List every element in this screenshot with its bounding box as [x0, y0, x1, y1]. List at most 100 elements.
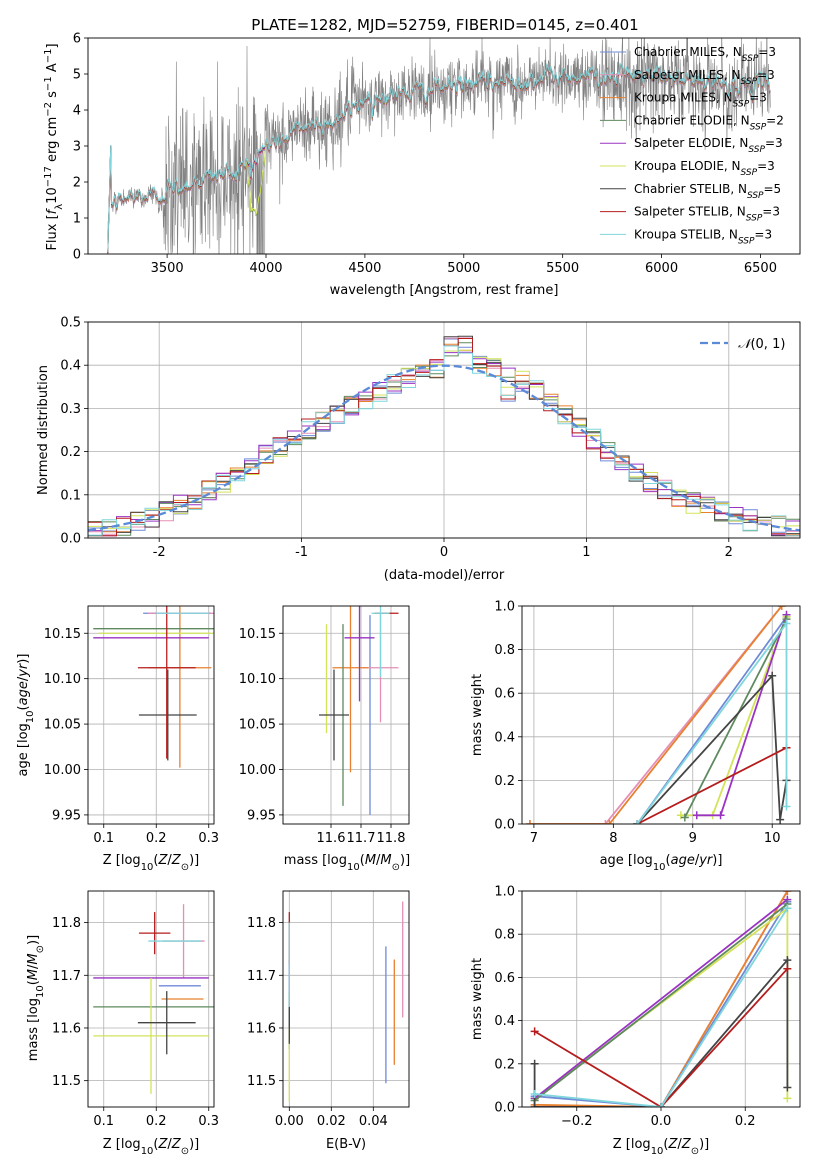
y-tick-label: 0.6 [494, 687, 515, 702]
weight-line-CM [534, 901, 789, 1107]
x-tick-label: 0.02 [317, 1114, 346, 1129]
legend: Chabrier MILES, NSSP=3 Salpeter MILES, NS… [600, 45, 784, 246]
weight-line-SE [534, 898, 788, 1100]
figure-title: PLATE=1282, MJD=52759, FIBERID=0145, z=0… [251, 16, 638, 34]
weight-line-KS [636, 620, 788, 824]
y-tick-label: 11.7 [247, 969, 276, 984]
axes-frame [87, 605, 215, 825]
y-tick-label: 0.0 [494, 818, 515, 833]
y-tick-label: 0.8 [494, 643, 515, 658]
axes-frame [87, 890, 215, 1108]
x-tick-label: 11.6 [317, 831, 346, 846]
x-tick-label: 0.0 [651, 1114, 672, 1129]
legend-label: Chabrier MILES, NSSP=3 [634, 45, 776, 64]
weight-marker-KS [783, 904, 792, 913]
y-tick-label: 0.2 [494, 774, 515, 789]
weight-line-KE [680, 616, 788, 817]
y-axis-label: mass weight [470, 958, 485, 1040]
x-tick-label: 0 [440, 545, 448, 560]
axes-weight_vs_age: 7 8 9 10 0.0 0.2 0.4 0.6 0.8 1.0 age [log10(age/yr… [470, 600, 801, 873]
legend-label: Kroupa ELODIE, NSSP=3 [634, 159, 775, 178]
x-axis-label: E(B-V) [326, 1137, 366, 1152]
y-tick-label: 9.95 [247, 808, 276, 823]
y-tick-label: 11.5 [52, 1074, 81, 1089]
y-tick-label: 3 [73, 140, 81, 155]
weight-marker-SS [530, 1027, 539, 1036]
y-tick-label: 11.6 [52, 1021, 81, 1036]
legend-label: Salpeter ELODIE, NSSP=3 [634, 136, 783, 155]
y-tick-label: 5 [73, 68, 81, 83]
y-tick-label: 0.4 [494, 1014, 515, 1029]
y-tick-label: 0.4 [494, 730, 515, 745]
weight-marker-KS [657, 1103, 665, 1107]
x-tick-label: 0.2 [146, 1114, 167, 1129]
y-tick-label: 0.2 [60, 445, 81, 460]
x-tick-label: 0.04 [359, 1114, 388, 1129]
x-tick-label: 5500 [546, 261, 579, 276]
x-tick-label: 0.2 [146, 831, 167, 846]
weight-line-CE [534, 903, 788, 1102]
y-axis-label: mass weight [470, 674, 485, 756]
x-tick-label: 9 [689, 831, 697, 846]
x-tick-label: −0.2 [561, 1114, 593, 1129]
normal-curve [88, 364, 800, 532]
x-tick-label: 0.00 [275, 1114, 304, 1129]
weight-marker-CS [530, 1059, 539, 1068]
weight-marker-KS [782, 619, 791, 628]
axes-frame [282, 605, 410, 825]
weight-line-SS [534, 968, 789, 1107]
y-tick-label: 10.15 [44, 627, 81, 642]
axes-residuals: -2 -1 0 1 2 0.0 0.1 0.2 0.3 0.4 0.5 𝒩(0, 1) (data-mo… [36, 316, 801, 583]
axes-spectrum: 3500 4000 4500 5000 5500 6000 6500 0 1 2 3 4 5 6 Chabr… [43, 32, 801, 298]
legend-label: Kroupa STELIB, NSSP=3 [634, 227, 772, 246]
errorbars [93, 606, 214, 768]
y-tick-label: 11.7 [52, 969, 81, 984]
axes-frame [282, 890, 410, 1108]
weight-marker-CE [680, 813, 689, 822]
y-tick-label: 1.0 [494, 885, 515, 900]
x-tick-label: 6500 [744, 261, 777, 276]
x-tick-label: 4500 [348, 261, 381, 276]
weight-marker-SE [692, 811, 701, 820]
y-tick-label: 0.0 [60, 532, 81, 547]
model-line-KS [107, 62, 771, 253]
y-tick-label: 0.1 [60, 488, 81, 503]
x-axis-label: age [log10(age/yr)] [600, 853, 723, 873]
axes-age_vs_mass: 11.6 11.7 11.8 9.95 10.00 10.05 10.10 10.15 mass… [239, 605, 410, 873]
x-tick-label: 11.8 [377, 831, 406, 846]
x-tick-label: 5000 [447, 261, 480, 276]
y-tick-label: 10.00 [239, 763, 276, 778]
weight-line-SM [529, 606, 783, 824]
weight-marker-KM [783, 891, 792, 895]
x-tick-label: 8 [609, 831, 617, 846]
axes-frame [521, 890, 801, 1108]
y-axis-label: Normed distribution [36, 365, 51, 495]
axes-age_vs_Z: 0.1 0.2 0.3 9.95 10.00 10.05 10.10 10.15 Z [log1… [16, 605, 219, 873]
axes-frame [521, 605, 801, 825]
weight-marker-KS [782, 802, 791, 811]
y-axis-label: age [log10(age/yr)] [16, 654, 36, 777]
x-tick-label: 2 [725, 545, 733, 560]
y-tick-label: 10.00 [44, 763, 81, 778]
weight-marker-CS [776, 815, 785, 824]
weight-marker-KM [605, 820, 614, 824]
histograms [88, 335, 800, 537]
weight-line-KM [534, 891, 789, 1107]
x-tick-label: 6000 [645, 261, 678, 276]
x-tick-label: 10 [764, 831, 781, 846]
weight-marker-CS [768, 671, 777, 680]
y-tick-label: 10.05 [44, 718, 81, 733]
y-tick-label: 11.5 [247, 1074, 276, 1089]
y-tick-label: 10.10 [44, 672, 81, 687]
x-tick-label: 0.3 [198, 1114, 219, 1129]
hist-KS [88, 345, 800, 537]
legend-label: Chabrier ELODIE, NSSP=2 [634, 113, 784, 132]
weight-marker-CS [783, 956, 792, 965]
spectrum-lines [107, 38, 771, 254]
weight-line-CE [683, 618, 788, 818]
y-tick-label: 11.8 [247, 916, 276, 931]
y-tick-label: 6 [73, 32, 81, 47]
weight-marker-CS [783, 1083, 792, 1092]
y-tick-label: 0 [73, 248, 81, 263]
